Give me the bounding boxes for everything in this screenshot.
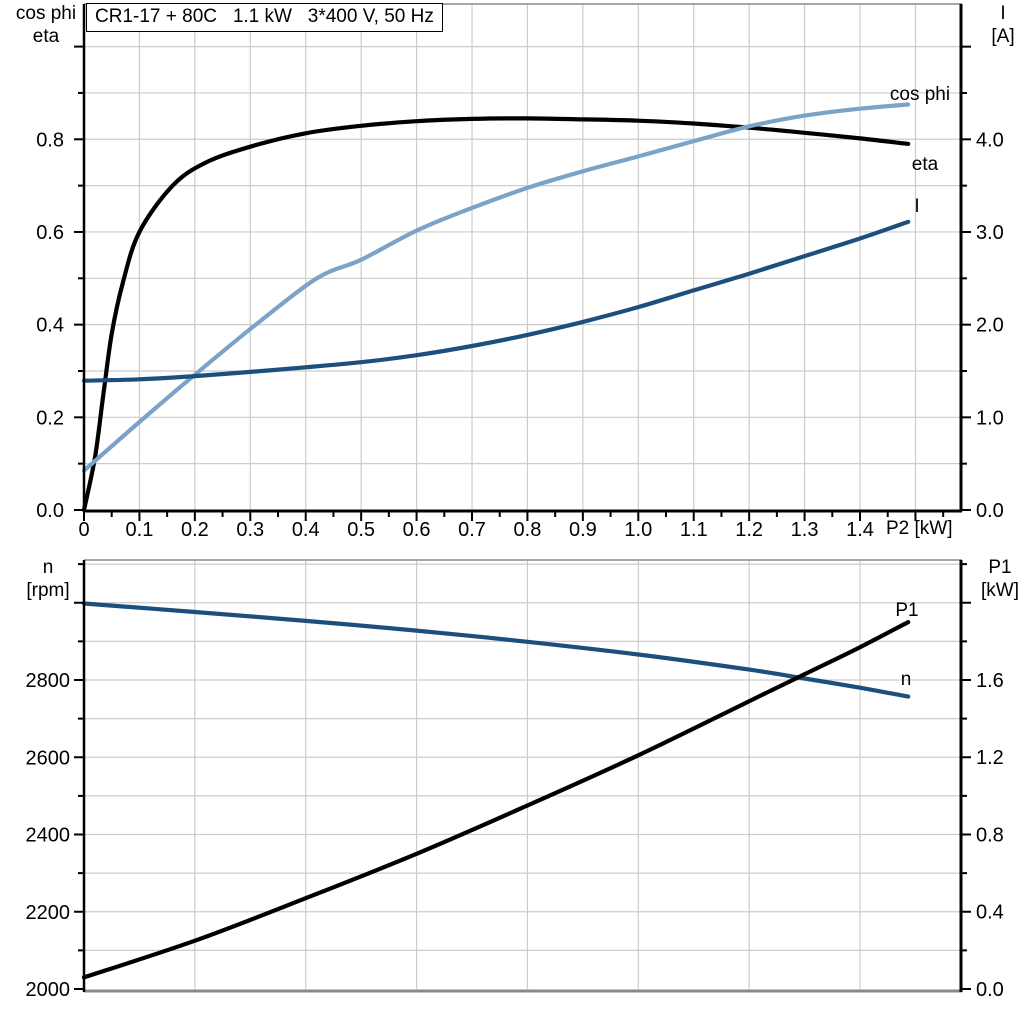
svg-text:0.6: 0.6 [36,222,64,244]
svg-text:0.4: 0.4 [36,315,64,337]
curve-eta [81,116,911,513]
svg-text:2200: 2200 [26,902,71,924]
svg-text:0.5: 0.5 [347,519,375,541]
curve-I [81,219,911,383]
svg-text:0.3: 0.3 [236,519,264,541]
current-axis-label: I [1000,3,1006,24]
curve-P1 [81,620,911,980]
bottom-chart-curves: n P1 [81,600,919,980]
svg-text:1.0: 1.0 [624,519,652,541]
svg-text:0.8: 0.8 [976,824,1004,846]
bottom-left-axis-title: n [rpm] [6,556,90,602]
top-chart-curves: eta cos phi I [81,84,950,513]
svg-text:1.6: 1.6 [976,670,1004,692]
bottom-chart-gridlines [84,560,962,989]
svg-text:0.8: 0.8 [514,519,542,541]
curve-label-eta: eta [912,154,939,175]
chart-title-box: CR1-17 + 80C 1.1 kW 3*400 V, 50 Hz [86,3,443,32]
svg-text:2.0: 2.0 [976,315,1004,337]
svg-text:0.9: 0.9 [569,519,597,541]
svg-text:0.2: 0.2 [181,519,209,541]
svg-text:1.4: 1.4 [846,519,874,541]
svg-text:4.0: 4.0 [976,129,1004,151]
svg-text:0.2: 0.2 [36,407,64,429]
bottom-chart-axes: 2000 2200 2400 2600 2800 0.0 0.4 0.8 1.2 1.6 [26,559,1004,1001]
svg-text:0.0: 0.0 [976,500,1004,522]
svg-text:0.4: 0.4 [976,902,1004,924]
top-chart-gridlines [84,4,962,510]
svg-text:2400: 2400 [26,825,71,847]
svg-text:1.2: 1.2 [735,519,763,541]
x-axis-title: P2 [kW] [886,518,953,539]
svg-text:0.6: 0.6 [403,519,431,541]
svg-text:2000: 2000 [26,979,71,1001]
svg-text:0.0: 0.0 [976,979,1004,1001]
top-right-axis-title: I [A] [972,2,1024,48]
speed-axis-label: n [42,557,54,578]
curve-label-n: n [901,669,912,690]
svg-text:0.8: 0.8 [36,129,64,151]
ampere-unit-label: [A] [991,26,1015,47]
top-left-axis-title: cos phi eta [4,2,88,48]
svg-text:2800: 2800 [26,670,71,692]
bottom-right-axis-title: P1 [kW] [968,556,1024,602]
svg-text:1.2: 1.2 [976,747,1004,769]
p1-axis-label: P1 [988,557,1012,578]
svg-text:1.0: 1.0 [976,407,1004,429]
svg-text:1.1: 1.1 [680,519,708,541]
svg-text:1.3: 1.3 [791,519,819,541]
cos-phi-axis-label: cos phi [15,3,77,24]
svg-text:0: 0 [78,519,89,541]
svg-text:2600: 2600 [26,747,71,769]
eta-axis-label: eta [32,26,60,47]
svg-text:0.4: 0.4 [292,519,320,541]
kw-unit-label: [kW] [981,580,1019,601]
svg-text:0.1: 0.1 [126,519,154,541]
curve-label-I: I [914,196,919,217]
curve-label-cos-phi: cos phi [890,84,950,105]
rpm-unit-label: [rpm] [26,580,70,601]
curve-n [81,601,911,699]
svg-text:0.0: 0.0 [36,500,64,522]
svg-text:0.7: 0.7 [458,519,486,541]
curve-label-P1: P1 [895,600,918,621]
top-chart-axes: 0 0.1 0.2 0.3 0.4 0.5 0.6 0.7 0.8 0.9 1.0 1.1 1.2 1.3… [36,3,1004,541]
svg-text:3.0: 3.0 [976,222,1004,244]
curve-cos-phi [81,102,911,473]
